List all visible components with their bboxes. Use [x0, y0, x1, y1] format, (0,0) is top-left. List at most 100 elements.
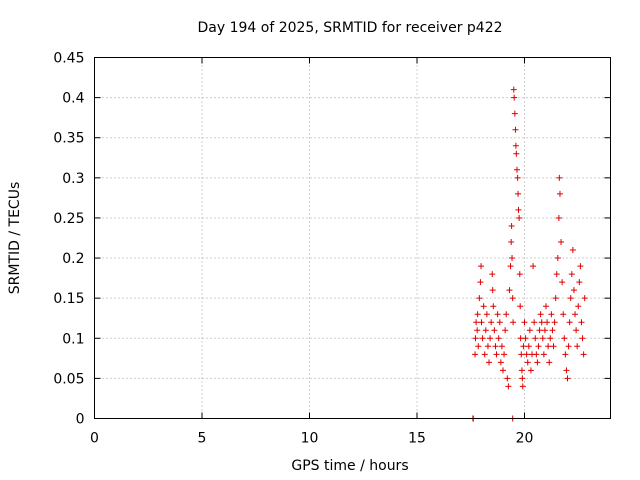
- gridlines: [94, 57, 611, 419]
- data-point: [489, 287, 496, 294]
- data-point: [512, 126, 519, 133]
- data-point: [511, 94, 518, 101]
- y-tick-label: 0.3: [62, 171, 84, 187]
- data-point: [537, 311, 544, 318]
- data-point: [509, 255, 516, 262]
- data-point: [519, 383, 526, 390]
- data-point: [510, 86, 517, 93]
- y-tick-label: 0.25: [53, 211, 84, 227]
- data-point: [472, 351, 479, 358]
- y-tick-label: 0: [76, 412, 85, 428]
- data-point: [505, 383, 512, 390]
- data-point: [567, 295, 574, 302]
- data-point: [508, 239, 515, 246]
- data-point: [546, 359, 553, 366]
- data-point: [564, 375, 571, 382]
- data-point: [518, 367, 525, 374]
- data-point: [525, 343, 532, 350]
- data-point: [514, 174, 521, 181]
- data-point: [515, 206, 522, 213]
- data-point: [513, 150, 520, 157]
- x-tick-labels: 0 5 10 15 20: [90, 431, 533, 447]
- data-point: [473, 319, 480, 326]
- data-point: [555, 214, 562, 221]
- data-point: [534, 359, 541, 366]
- data-point: [475, 343, 482, 350]
- data-point: [513, 166, 520, 173]
- y-tick-label: 0.4: [62, 91, 84, 107]
- data-point: [474, 327, 481, 334]
- y-tick-label: 0.2: [62, 251, 84, 267]
- data-point: [530, 263, 537, 270]
- data-point: [535, 343, 542, 350]
- data-point: [490, 303, 497, 310]
- data-point: [522, 335, 529, 342]
- data-point: [492, 343, 499, 350]
- data-point: [527, 367, 534, 374]
- data-point: [574, 343, 581, 350]
- x-tick-label: 20: [516, 431, 534, 447]
- data-point: [488, 319, 495, 326]
- data-point: [474, 311, 481, 318]
- y-tick-label: 0.45: [53, 51, 84, 67]
- y-tick-label: 0.15: [53, 291, 84, 307]
- data-point: [478, 319, 485, 326]
- data-point: [495, 335, 502, 342]
- data-point: [575, 303, 582, 310]
- data-point: [521, 319, 528, 326]
- data-point: [507, 263, 514, 270]
- data-point: [572, 311, 579, 318]
- data-point: [517, 303, 524, 310]
- data-point: [541, 327, 548, 334]
- data-point: [576, 279, 583, 286]
- data-point: [480, 303, 487, 310]
- data-point: [481, 351, 488, 358]
- data-point: [533, 351, 540, 358]
- data-point: [494, 311, 501, 318]
- data-point: [563, 367, 570, 374]
- y-tick-label: 0.1: [62, 331, 84, 347]
- data-point: [565, 343, 572, 350]
- data-point: [566, 319, 573, 326]
- y-tick-labels: 0 0.05 0.1 0.15 0.2 0.25 0.3 0.35 0.4 0.45: [53, 51, 84, 428]
- data-point: [568, 271, 575, 278]
- data-point: [578, 319, 585, 326]
- data-point: [520, 343, 527, 350]
- data-point: [511, 110, 518, 117]
- data-point: [577, 263, 584, 270]
- x-axis-label: GPS time / hours: [291, 458, 408, 474]
- y-axis-label: SRMTID / TECUs: [7, 182, 23, 295]
- data-point: [491, 327, 498, 334]
- data-point: [543, 303, 549, 310]
- data-point: [516, 271, 523, 278]
- data-point: [504, 375, 511, 382]
- y-tick-label: 0.35: [53, 131, 84, 147]
- data-point: [498, 343, 505, 350]
- data-point: [550, 343, 557, 350]
- data-point: [497, 359, 504, 366]
- plot-frame: [94, 57, 611, 419]
- x-tick-label: 0: [90, 431, 99, 447]
- data-point: [531, 319, 538, 326]
- data-point: [552, 295, 559, 302]
- data-point: [512, 142, 519, 149]
- data-point: [526, 327, 533, 334]
- data-point: [519, 375, 526, 382]
- data-point: [553, 271, 560, 278]
- data-point: [515, 190, 522, 197]
- x-tick-label: 10: [301, 431, 319, 447]
- data-point: [556, 190, 563, 197]
- tick-marks: [94, 57, 611, 419]
- data-point: [554, 255, 561, 262]
- data-point: [518, 351, 525, 358]
- x-tick-label: 15: [408, 431, 426, 447]
- data-point: [544, 319, 551, 326]
- chart-title: Day 194 of 2025, SRMTID for receiver p42…: [197, 20, 502, 36]
- data-point: [581, 295, 588, 302]
- data-point: [509, 295, 516, 302]
- data-point: [524, 359, 531, 366]
- data-point: [539, 335, 546, 342]
- data-point: [501, 351, 508, 358]
- data-point: [479, 335, 486, 342]
